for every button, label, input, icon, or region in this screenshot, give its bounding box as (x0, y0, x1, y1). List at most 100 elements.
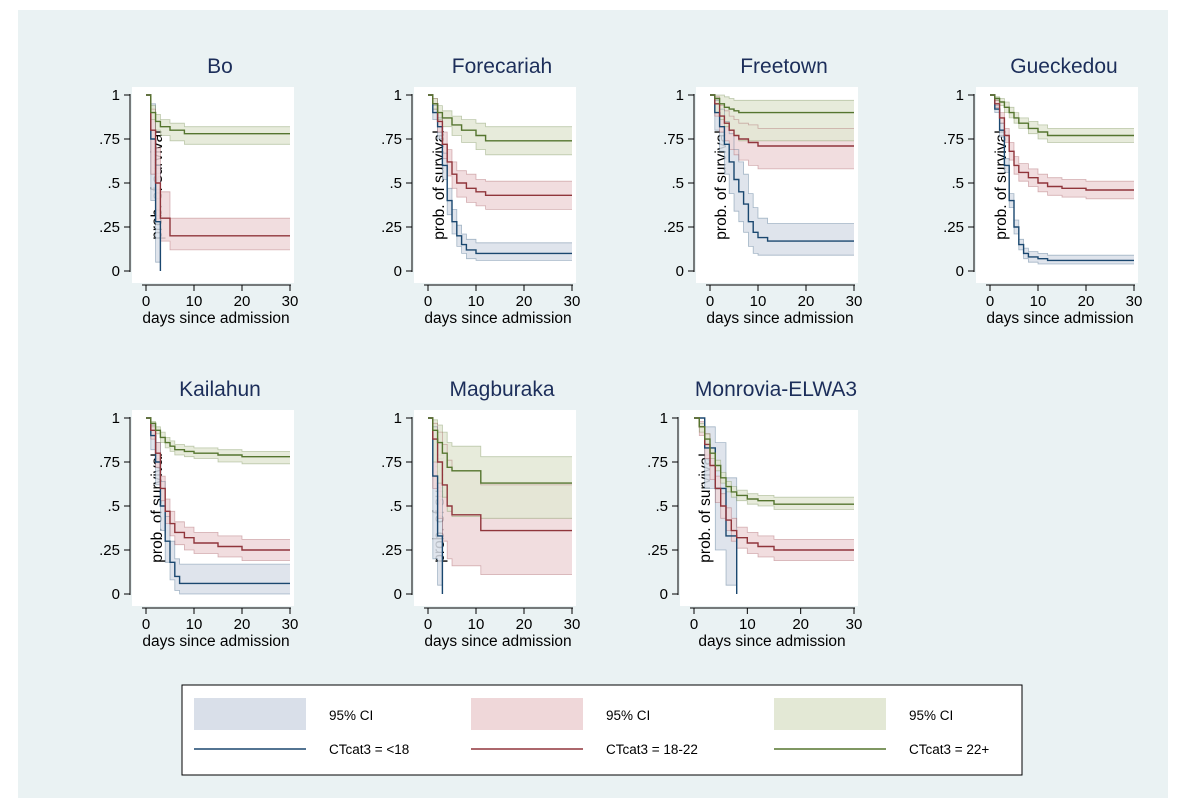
x-axis-title: days since admission (142, 633, 289, 650)
panel-title: Magburaka (449, 378, 554, 401)
survival-curve-lt18 (990, 94, 1134, 262)
x-tick-label: 30 (846, 616, 863, 633)
y-tick-label: .25 (663, 219, 684, 236)
ci-band-lt18 (146, 95, 161, 271)
ci-bound-lower (428, 417, 572, 575)
x-tick-label: 10 (1030, 293, 1047, 310)
legend-ci-label: 95% CI (909, 708, 953, 723)
y-tick-label: 1 (112, 87, 120, 104)
ci-band-18-22 (428, 95, 572, 210)
ci-band-lt18 (428, 95, 572, 261)
y-tick-label: .75 (381, 131, 402, 148)
legend-line-label: CTcat3 = 22+ (909, 742, 989, 757)
x-tick-label: 0 (706, 293, 714, 310)
y-tick-label: .75 (647, 454, 668, 471)
y-tick-label: .75 (99, 454, 120, 471)
survival-curve-lt18 (146, 417, 290, 585)
x-tick-label: 0 (690, 616, 698, 633)
ci-bound-lower (428, 417, 572, 519)
panel-title: Kailahun (179, 378, 261, 401)
y-tick-label: 0 (660, 586, 668, 603)
panel-title: Bo (207, 55, 233, 78)
x-axis-title: days since admission (986, 310, 1133, 327)
legend-ci-swatch (194, 698, 306, 730)
y-tick-label: .25 (943, 219, 964, 236)
ci-bound-upper (428, 94, 572, 182)
ci-band-18-22 (694, 418, 854, 561)
panel-title: Monrovia-ELWA3 (695, 378, 857, 401)
panel-title: Gueckedou (1010, 55, 1117, 78)
ci-band-18-22 (146, 418, 290, 561)
survival-curve-18-22 (428, 417, 572, 532)
y-tick-label: .5 (671, 175, 684, 192)
y-tick-label: .75 (99, 131, 120, 148)
y-tick-label: 0 (394, 586, 402, 603)
x-tick-label: 30 (282, 293, 299, 310)
legend-ci-swatch (774, 698, 886, 730)
x-tick-label: 20 (798, 293, 815, 310)
ci-bound-upper (710, 94, 854, 129)
x-tick-label: 20 (234, 616, 251, 633)
x-tick-label: 0 (424, 293, 432, 310)
x-tick-label: 0 (986, 293, 994, 310)
y-tick-label: 0 (394, 263, 402, 280)
y-tick-label: 1 (394, 410, 402, 427)
x-axis-title: days since admission (698, 633, 845, 650)
survival-curve-lt18 (710, 94, 854, 242)
x-tick-label: 30 (282, 616, 299, 633)
legend: 95% CI CTcat3 = <18 95% CI CTcat3 = 18-22 95… (181, 684, 1023, 776)
y-tick-label: 0 (112, 586, 120, 603)
y-tick-label: .5 (951, 175, 964, 192)
x-tick-label: 30 (564, 616, 581, 633)
ci-band-22plus (146, 418, 290, 464)
x-tick-label: 0 (142, 616, 150, 633)
y-tick-label: .75 (943, 131, 964, 148)
x-tick-label: 0 (142, 293, 150, 310)
x-axis-title: days since admission (424, 633, 571, 650)
ci-bound-lower (710, 94, 854, 170)
x-tick-label: 30 (846, 293, 863, 310)
y-tick-label: .5 (655, 498, 668, 515)
ci-bound-upper (428, 94, 572, 128)
y-tick-label: .25 (99, 219, 120, 236)
survival-curve-18-22 (990, 94, 1134, 191)
y-tick-label: .75 (381, 454, 402, 471)
ci-bound-upper (990, 94, 1134, 129)
y-tick-label: 0 (676, 263, 684, 280)
ci-band-22plus (428, 418, 572, 519)
x-tick-label: 20 (516, 616, 533, 633)
x-tick-label: 20 (516, 293, 533, 310)
y-tick-label: .25 (647, 542, 668, 559)
y-tick-label: .5 (107, 498, 120, 515)
y-tick-label: 1 (956, 87, 964, 104)
x-tick-label: 10 (186, 616, 203, 633)
survival-curve-18-22 (710, 94, 854, 147)
survival-curve-18-22 (146, 417, 290, 551)
panel-title: Freetown (740, 55, 828, 78)
survival-curve-22plus (146, 417, 290, 458)
x-axis-title: days since admission (424, 310, 571, 327)
legend-ci-label: 95% CI (329, 708, 373, 723)
legend-ci-swatch (471, 698, 583, 730)
ci-bound-upper (428, 417, 572, 458)
y-tick-label: 1 (660, 410, 668, 427)
survival-curve-22plus (710, 94, 854, 114)
ci-band-22plus (710, 95, 854, 141)
y-tick-label: 0 (956, 263, 964, 280)
ci-band-lt18 (146, 418, 290, 594)
legend-box (181, 684, 1023, 776)
x-tick-label: 10 (468, 293, 485, 310)
x-tick-label: 10 (750, 293, 767, 310)
y-tick-label: .5 (389, 175, 402, 192)
x-tick-label: 30 (1126, 293, 1143, 310)
ci-bound-lower (146, 417, 290, 595)
y-tick-label: .5 (389, 498, 402, 515)
survival-curve-22plus (694, 417, 854, 505)
x-tick-label: 20 (1078, 293, 1095, 310)
x-tick-label: 10 (186, 293, 203, 310)
x-tick-label: 0 (424, 616, 432, 633)
